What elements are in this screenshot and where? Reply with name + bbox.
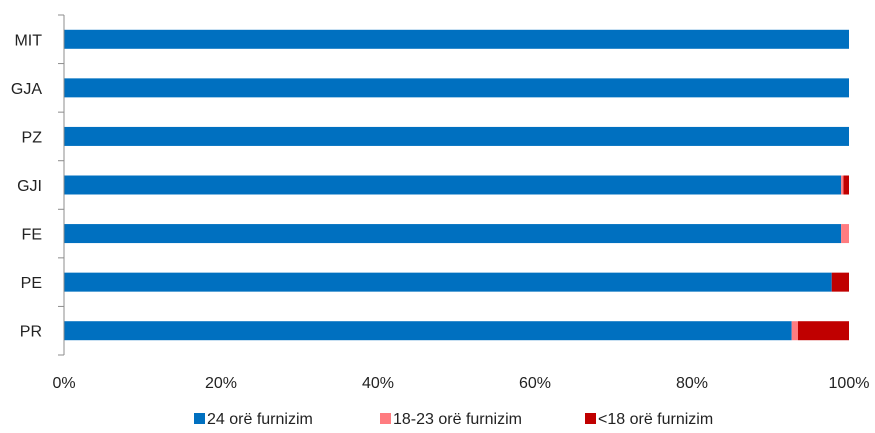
legend-label: <18 orë furnizim (598, 411, 713, 428)
y-tick-label: GJA (11, 81, 42, 98)
legend-label: 24 orë furnizim (207, 411, 313, 428)
bar-pz-series-1 (64, 126, 849, 146)
legend: 24 orë furnizim 18-23 orë furnizim <18 orë… (194, 411, 713, 428)
legend-swatch (585, 413, 596, 424)
y-tick-label: GJI (17, 178, 42, 195)
bar-pr-series-2 (791, 321, 798, 341)
y-tick-label: MIT (14, 32, 42, 49)
bar-gja-series-1 (64, 78, 849, 98)
y-tick-label: PE (21, 275, 42, 292)
y-tick-label: PR (20, 324, 42, 341)
y-tick-label: PZ (22, 129, 43, 146)
bar-pr-series-1 (64, 321, 792, 341)
y-tick-labels: MIT GJA PZ GJI FE PE PR (11, 32, 42, 340)
bar-pe-series-1 (64, 272, 832, 292)
bar-gji-series-1 (64, 175, 842, 195)
bar-gji-series-3 (843, 175, 849, 195)
legend-label: 18-23 orë furnizim (393, 411, 522, 428)
bar-fe-series-2 (841, 224, 849, 244)
bar-pe-series-3 (831, 272, 849, 292)
legend-swatch (380, 413, 391, 424)
x-tick-label: 60% (519, 375, 551, 392)
bars-group (64, 29, 849, 341)
x-tick-label: 100% (829, 375, 870, 392)
x-tick-label: 20% (205, 375, 237, 392)
x-tick-label: 40% (362, 375, 394, 392)
y-tick-label: FE (22, 227, 42, 244)
bar-pr-series-3 (797, 321, 849, 341)
x-tick-labels: 0% 20% 40% 60% 80% 100% (52, 375, 869, 392)
x-tick-label: 0% (52, 375, 75, 392)
axes-group (58, 14, 65, 356)
bar-fe-series-1 (64, 224, 842, 244)
bar-mit-series-1 (64, 29, 849, 49)
bar-gji-series-2 (841, 175, 844, 195)
x-tick-label: 80% (676, 375, 708, 392)
legend-swatch (194, 413, 205, 424)
